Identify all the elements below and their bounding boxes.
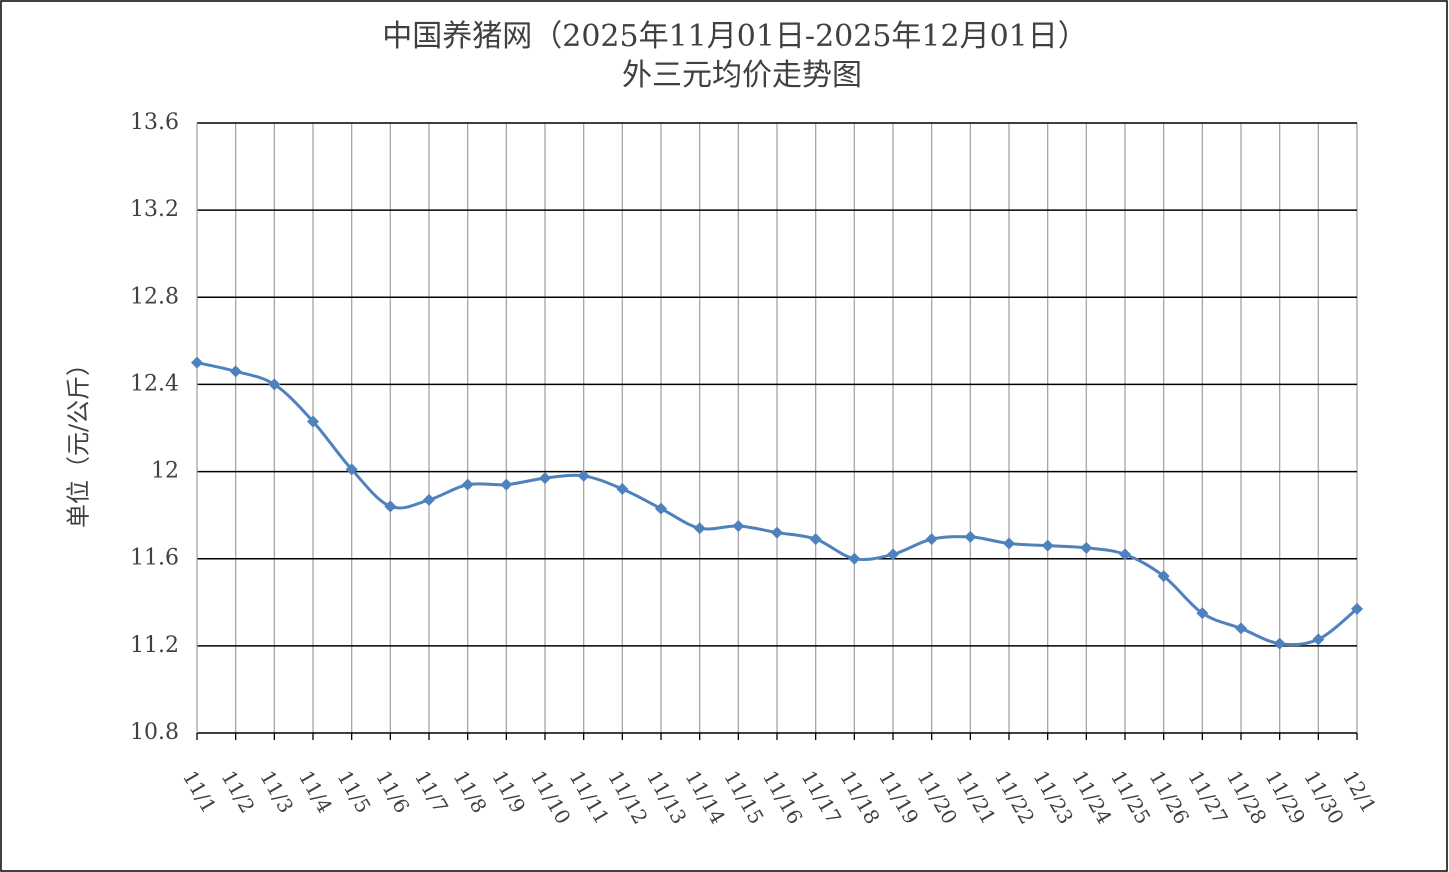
data-point <box>539 472 551 485</box>
data-point <box>655 502 667 515</box>
data-point <box>191 356 203 369</box>
data-point <box>229 365 242 378</box>
chart-title: 中国养猪网（2025年11月01日-2025年12月01日） <box>382 19 1088 54</box>
data-point <box>693 522 706 535</box>
data-point <box>1351 602 1363 615</box>
data-point <box>1312 633 1325 646</box>
data-point <box>1003 537 1015 550</box>
data-point <box>423 493 435 506</box>
y-tick-label: 13.6 <box>130 110 179 135</box>
data-point <box>461 478 474 491</box>
data-point <box>1196 607 1209 620</box>
data-point <box>925 533 938 546</box>
y-tick-label: 11.2 <box>130 633 179 658</box>
data-point <box>732 520 745 533</box>
data-point <box>307 415 319 428</box>
data-point <box>268 378 281 391</box>
data-point <box>1273 637 1286 650</box>
chart-subtitle: 外三元均价走势图 <box>622 58 862 93</box>
data-point <box>1119 548 1131 561</box>
data-point <box>384 500 397 513</box>
y-tick-label: 11.6 <box>130 546 179 571</box>
data-point <box>887 548 899 561</box>
data-point <box>1157 570 1170 583</box>
y-tick-label: 12.4 <box>130 371 179 396</box>
data-point <box>345 463 358 476</box>
data-point <box>577 469 590 482</box>
data-point <box>771 526 783 539</box>
data-point <box>1080 541 1093 554</box>
y-tick-label: 12.8 <box>130 284 179 309</box>
y-tick-label: 12 <box>151 459 179 484</box>
data-point <box>1041 539 1054 552</box>
y-tick-label: 13.2 <box>130 197 179 222</box>
data-point <box>500 478 513 491</box>
data-point <box>1235 622 1247 635</box>
data-point <box>964 530 977 543</box>
data-point <box>809 533 822 546</box>
data-point <box>848 552 861 565</box>
data-point <box>616 483 629 495</box>
y-tick-label: 10.8 <box>130 720 179 745</box>
y-axis-title: 单位（元/公斤） <box>65 352 93 528</box>
